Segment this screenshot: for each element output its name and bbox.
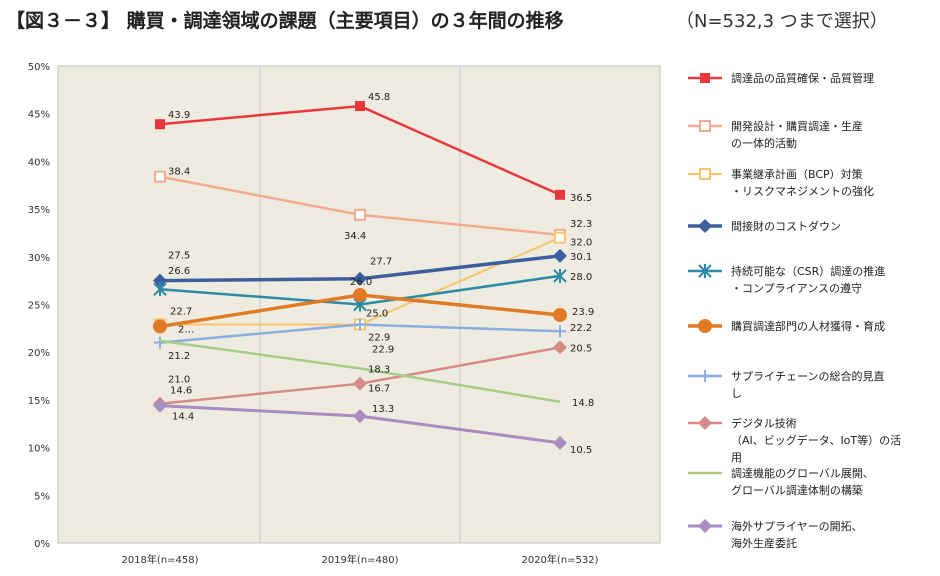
legend-label: 購買調達部門の人材獲得・育成 bbox=[731, 319, 885, 333]
legend-marker bbox=[698, 319, 712, 333]
data-label: 22.7 bbox=[170, 306, 192, 317]
data-label: 27.7 bbox=[370, 257, 392, 268]
legend-label: ・リスクマネジメントの強化 bbox=[731, 184, 874, 198]
y-tick-label: 25% bbox=[28, 301, 50, 312]
series-line bbox=[159, 339, 561, 404]
data-label: 25.0 bbox=[366, 309, 388, 320]
data-label: 22.9 bbox=[368, 333, 390, 344]
data-label: 10.5 bbox=[570, 445, 592, 456]
data-label: 21.2 bbox=[168, 351, 190, 362]
data-label: 20.5 bbox=[570, 343, 592, 354]
series-marker bbox=[355, 101, 365, 112]
chart-title: 【図３－３】 購買・調達領域の課題（主要項目）の３年間の推移 bbox=[6, 10, 564, 32]
data-label: 34.4 bbox=[344, 231, 366, 242]
legend-marker bbox=[698, 519, 712, 533]
data-label: 14.6 bbox=[170, 386, 192, 397]
legend-label: サプライチェーンの総合的見直 bbox=[731, 369, 884, 383]
data-label: 22.2 bbox=[570, 323, 592, 334]
chart-subtitle: （N=532,3 つまで選択） bbox=[676, 11, 888, 32]
legend-marker bbox=[699, 168, 711, 180]
data-label: 32.0 bbox=[570, 238, 592, 249]
series-marker bbox=[154, 170, 166, 183]
data-label: 30.1 bbox=[570, 252, 592, 263]
data-label: 14.4 bbox=[172, 412, 194, 423]
data-label: 2… bbox=[178, 325, 194, 336]
y-tick-label: 5% bbox=[34, 491, 50, 502]
series-marker bbox=[353, 271, 367, 286]
legend-label: 間接財のコストダウン bbox=[731, 219, 841, 233]
data-label: 43.9 bbox=[168, 110, 190, 121]
legend-label: ・コンプライアンスの遵守 bbox=[731, 281, 862, 295]
data-label: 13.3 bbox=[372, 404, 394, 415]
legend-marker bbox=[699, 120, 711, 132]
data-label: 32.3 bbox=[570, 219, 592, 230]
legend-label: 調達機能のグローバル展開、 bbox=[731, 466, 874, 480]
data-label: 26.0 bbox=[350, 277, 372, 288]
legend-label: 海外サプライヤーの開拓、 bbox=[731, 519, 863, 533]
legend-marker bbox=[698, 219, 712, 233]
legend-label: 海外生産委託 bbox=[731, 536, 797, 550]
y-tick-label: 10% bbox=[28, 444, 50, 455]
series-marker bbox=[553, 307, 567, 322]
legend-label: グローバル調達体制の構築 bbox=[731, 483, 863, 497]
x-tick-label: 2020年(n=532) bbox=[521, 553, 598, 566]
series-marker bbox=[555, 189, 565, 200]
data-label: 28.0 bbox=[570, 272, 592, 283]
y-tick-label: 0% bbox=[34, 539, 50, 550]
y-tick-label: 15% bbox=[28, 396, 50, 407]
legend-label: 用 bbox=[731, 451, 742, 464]
legend-label: 調達品の品質確保・品質管理 bbox=[731, 71, 874, 85]
series-marker bbox=[354, 318, 366, 331]
series-marker bbox=[153, 319, 167, 334]
series-marker bbox=[155, 119, 165, 130]
legend-marker bbox=[699, 370, 711, 382]
series-marker bbox=[553, 268, 567, 283]
x-tick-label: 2018年(n=458) bbox=[121, 553, 198, 566]
series-marker bbox=[153, 282, 167, 297]
data-label: 21.0 bbox=[168, 375, 190, 386]
series-marker bbox=[554, 231, 566, 244]
y-tick-label: 40% bbox=[28, 157, 50, 168]
series-marker bbox=[154, 336, 166, 349]
y-tick-label: 20% bbox=[28, 348, 50, 359]
legend-label: 持続可能な（CSR）調達の推進 bbox=[731, 264, 885, 278]
legend-label: し bbox=[731, 387, 742, 400]
series-marker bbox=[153, 398, 167, 413]
legend-marker bbox=[698, 416, 712, 430]
data-label: 27.5 bbox=[168, 251, 190, 262]
data-label: 36.5 bbox=[570, 193, 592, 204]
series-marker bbox=[553, 340, 567, 355]
y-tick-label: 35% bbox=[28, 205, 50, 216]
data-label: 14.8 bbox=[572, 398, 594, 409]
series-marker bbox=[553, 248, 567, 263]
data-label: 16.7 bbox=[368, 384, 390, 395]
series-marker bbox=[353, 376, 367, 391]
data-label: 45.8 bbox=[368, 92, 390, 103]
x-tick-label: 2019年(n=480) bbox=[321, 553, 398, 566]
legend-label: 事業継承計画（BCP）対策 bbox=[731, 167, 863, 181]
series-marker bbox=[153, 273, 167, 288]
y-tick-label: 50% bbox=[28, 62, 50, 73]
series-marker bbox=[354, 208, 366, 221]
data-label: 23.9 bbox=[572, 307, 594, 318]
y-tick-label: 30% bbox=[28, 253, 50, 264]
legend-marker bbox=[698, 264, 712, 278]
data-label: 26.6 bbox=[168, 266, 190, 277]
data-label: 18.3 bbox=[368, 364, 390, 375]
data-label: 38.4 bbox=[168, 167, 190, 178]
series-marker bbox=[353, 287, 367, 302]
legend-label: デジタル技術 bbox=[731, 416, 797, 430]
legend-label: （AI、ビッグデータ、IoT等）の活 bbox=[731, 433, 901, 447]
y-tick-label: 45% bbox=[28, 110, 50, 121]
data-label: 22.9 bbox=[372, 345, 394, 356]
legend-label: 開発設計・購買調達・生産 bbox=[731, 119, 863, 133]
legend-marker bbox=[700, 73, 710, 83]
series-marker bbox=[554, 325, 566, 338]
series-marker bbox=[553, 435, 567, 450]
series-marker bbox=[353, 409, 367, 424]
legend-label: の一体的活動 bbox=[731, 136, 797, 150]
